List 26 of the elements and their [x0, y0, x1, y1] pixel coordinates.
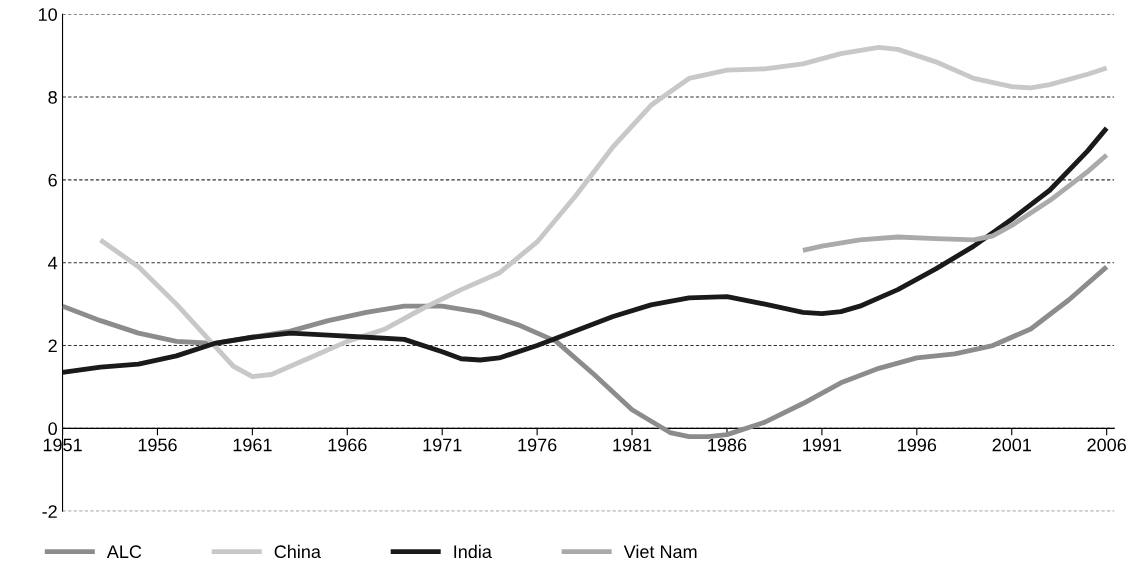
x-tick-label: 1966 — [328, 438, 367, 452]
y-tick-label: 8 — [48, 90, 57, 104]
x-tick-label: 1986 — [708, 438, 747, 452]
x-tick-label: 1956 — [138, 438, 177, 452]
legend-label: India — [454, 544, 492, 559]
legend-label: Viet Nam — [623, 544, 697, 559]
line-series — [98, 44, 1110, 380]
line-series — [800, 152, 1110, 253]
line-series — [62, 125, 1110, 375]
x-tick-label: 1991 — [803, 438, 842, 452]
line-series — [62, 264, 1110, 440]
legend-label: China — [274, 544, 321, 559]
x-tick-label: 1981 — [613, 438, 652, 452]
y-tick-label: 0 — [48, 422, 57, 436]
x-tick-label: 1971 — [423, 438, 462, 452]
x-tick-label: 1961 — [233, 438, 272, 452]
x-tick-label: 1976 — [518, 438, 557, 452]
x-tick-label: 2006 — [1087, 438, 1126, 452]
y-tick-label: 10 — [38, 8, 57, 21]
y-tick-label: -2 — [42, 505, 57, 518]
y-tick-label: 4 — [48, 256, 58, 270]
legend-label: ALC — [106, 545, 142, 559]
y-tick-label: 6 — [48, 173, 57, 187]
y-tick-label: 2 — [48, 339, 57, 353]
x-tick-label: 2001 — [992, 438, 1031, 452]
x-tick-label: 1996 — [898, 438, 937, 452]
